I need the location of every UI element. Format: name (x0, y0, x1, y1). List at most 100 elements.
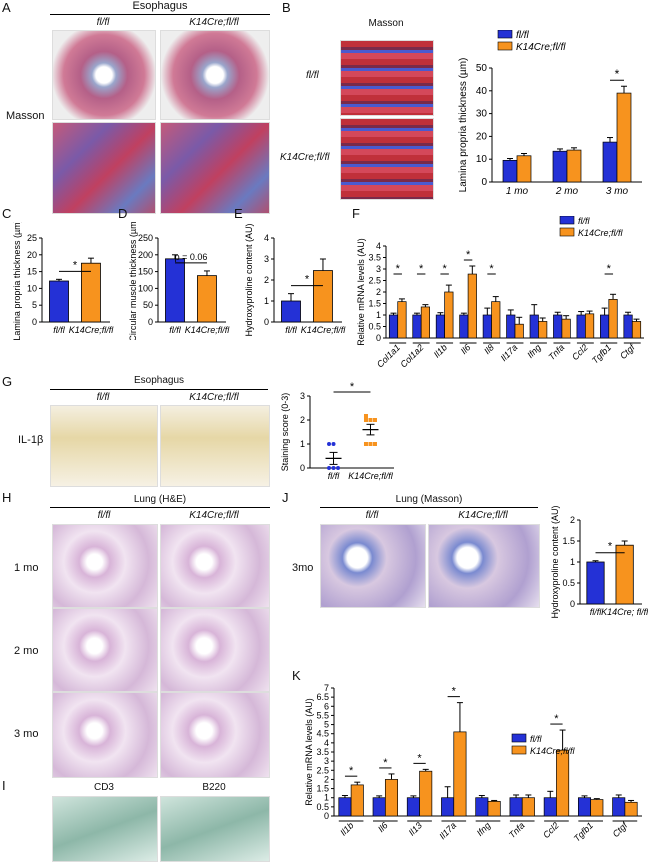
y-tick-label: 200 (138, 250, 153, 260)
bar (491, 301, 501, 339)
bar (313, 270, 333, 323)
bar (384, 779, 399, 817)
chart-c: 0 5 10 15 20 25 Lamina propria thickness (µm) f… (12, 222, 115, 340)
data-point (331, 442, 336, 446)
panel-g-col1: fl/fl (96, 392, 110, 403)
bar (538, 321, 548, 339)
panel-g-image-fl (50, 405, 158, 487)
y-tick-label: 5 (32, 300, 37, 310)
bar (420, 306, 430, 339)
y-tick-label: 3 (376, 264, 381, 274)
y-tick-label: 3.5 (368, 253, 381, 263)
x-tick-label: K14Cre; fl/fl (601, 607, 648, 617)
panel-j-row-label: 3mo (292, 562, 314, 574)
bar (561, 318, 571, 339)
panel-h-image-fl-1mo (52, 524, 158, 608)
panel-label-d: D (118, 206, 128, 221)
bar (506, 314, 516, 339)
y-tick-label: 100 (138, 283, 153, 293)
x-tick-label: Il17a (437, 820, 458, 841)
x-tick-label: fl/fl (285, 325, 298, 335)
x-tick-label: Ccl2 (541, 820, 561, 840)
panel-a-image-fl (52, 30, 156, 120)
panel-g-col2: K14Cre;fl/fl (189, 392, 239, 403)
y-tick-label: 2 (570, 515, 575, 525)
y-tick-label: 3 (300, 391, 305, 401)
y-tick-label: 10 (27, 283, 37, 293)
panel-h-row-3mo: 3 mo (14, 728, 39, 740)
panel-label-e: E (234, 206, 243, 221)
bar (521, 797, 535, 817)
legend-label: K14Cre;fl/fl (530, 746, 576, 756)
y-tick-label: 4 (324, 738, 329, 748)
bar (441, 797, 455, 817)
data-point (363, 414, 368, 418)
bar (444, 291, 454, 339)
y-axis-label: Relative mRNA levels (AU) (304, 698, 314, 806)
y-tick-label: 10 (476, 154, 488, 165)
bar (586, 561, 605, 605)
panel-a-title-rule (50, 14, 270, 15)
x-tick-label: Il1b (338, 820, 355, 837)
data-point (363, 418, 368, 422)
panel-h-image-k14-1mo (160, 524, 270, 608)
panel-label-f: F (352, 206, 360, 221)
bar (388, 314, 399, 339)
y-axis-label: Relative mRNA levels (AU) (356, 238, 366, 346)
panel-i-col1: CD3 (93, 782, 114, 793)
significance-label: * (383, 757, 388, 769)
panel-g-title-rule (50, 389, 268, 390)
panel-h-row-1mo: 1 mo (14, 562, 39, 574)
x-tick-label: Tgfb1 (572, 820, 595, 843)
y-tick-label: 25 (27, 233, 37, 243)
x-tick-label: Ifng (475, 820, 493, 838)
panel-h-image-fl-2mo (52, 608, 158, 692)
x-tick-label: K14Cre;fl/fl (301, 325, 347, 335)
bar (616, 92, 632, 183)
significance-label: * (607, 263, 612, 275)
bar (338, 797, 352, 817)
legend-label: fl/fl (578, 216, 591, 226)
x-tick-label: Col1a1 (375, 342, 402, 369)
y-tick-label: 40 (476, 86, 488, 97)
bar (453, 731, 467, 817)
y-axis-label: Lamina propria thickness (µm) (12, 222, 22, 340)
bar (197, 275, 217, 323)
bar (577, 797, 592, 817)
legend-label: fl/fl (516, 30, 530, 41)
y-axis-label: Staining score (0-3) (280, 393, 290, 472)
significance-label: * (608, 541, 613, 553)
y-tick-label: 2.5 (368, 276, 381, 286)
x-tick-label: K14Cre;fl/fl (185, 325, 231, 335)
panel-j-col1: fl/fl (365, 510, 379, 521)
bar (467, 273, 477, 339)
panel-i-image-cd3 (52, 796, 158, 862)
y-tick-label: 5 (324, 720, 329, 730)
legend-swatch (559, 227, 575, 237)
bar (576, 314, 586, 339)
x-tick-label: K14Cre;fl/fl (69, 325, 115, 335)
x-tick-label: Col1a2 (398, 342, 425, 369)
y-tick-label: 250 (138, 233, 153, 243)
x-tick-label: fl/fl (328, 471, 341, 481)
data-point (372, 442, 377, 446)
panel-h-row-2mo: 2 mo (14, 645, 39, 657)
y-tick-label: 1.5 (316, 784, 329, 794)
y-tick-label: 1 (376, 310, 381, 320)
panel-h-title: Lung (H&E) (133, 494, 187, 505)
y-tick-label: 0.5 (316, 802, 329, 812)
y-axis-label: Hydroxyproline content (AU) (244, 223, 254, 336)
panel-a-col1: fl/fl (96, 17, 110, 28)
panel-g-title: Esophagus (133, 375, 185, 386)
bar (566, 149, 582, 183)
bar (509, 797, 523, 817)
bar (350, 784, 364, 817)
panel-g-row-label: IL-1β (18, 434, 44, 446)
panel-h-col1: fl/fl (97, 510, 111, 521)
y-tick-label: 0.5 (562, 578, 575, 588)
significance-label: * (419, 263, 424, 275)
y-tick-label: 0 (324, 811, 329, 821)
bar (608, 299, 618, 339)
panel-label-k: K (292, 668, 301, 683)
panel-label-j: J (282, 490, 289, 505)
